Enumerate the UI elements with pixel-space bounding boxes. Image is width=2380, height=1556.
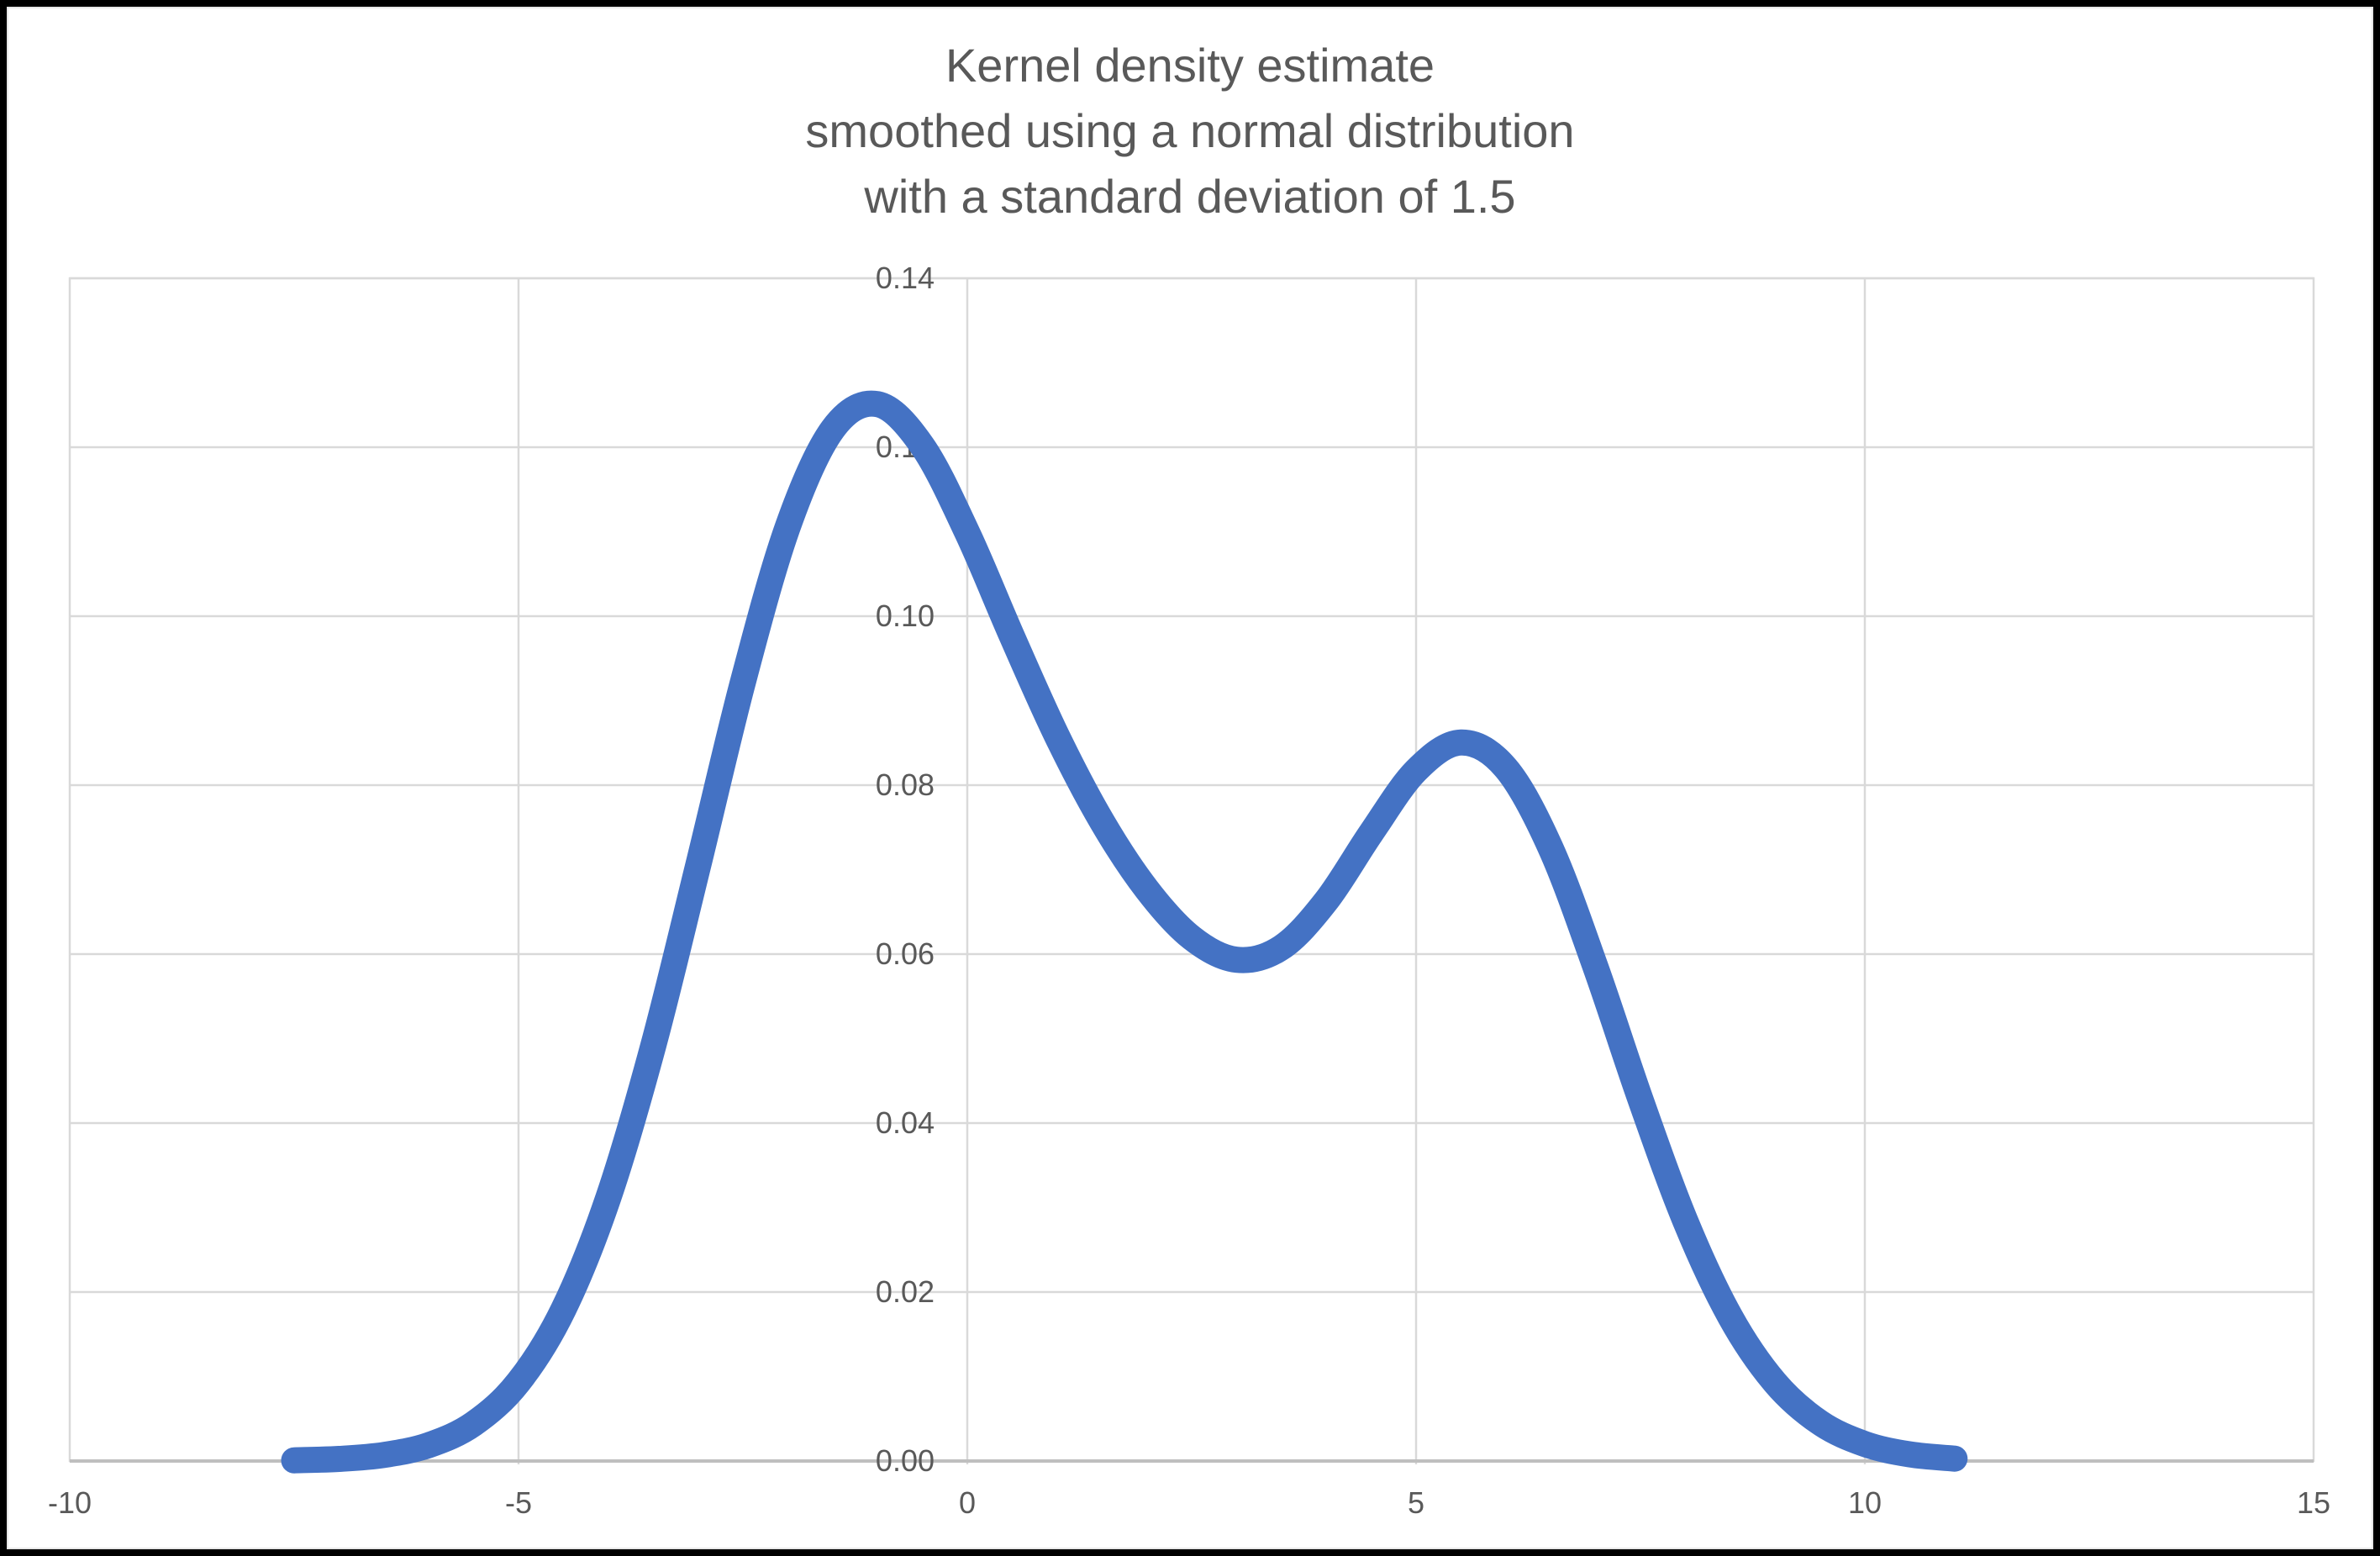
y-tick-label: 0.04 <box>876 1105 935 1140</box>
kde-curve <box>281 390 1968 1474</box>
y-tick-label: 0.02 <box>876 1274 935 1309</box>
x-tick-label: 10 <box>1848 1485 1882 1520</box>
chart-title-line-1: Kernel density estimate <box>945 39 1435 92</box>
y-tick-label: 0.10 <box>876 599 935 633</box>
plot-border <box>68 277 2315 1463</box>
x-tick-label: 15 <box>2297 1485 2330 1520</box>
y-tick-label: 0.06 <box>876 936 935 971</box>
x-tick-label: -10 <box>48 1485 92 1520</box>
chart-title-line-2: smoothed using a normal distribution <box>805 104 1575 157</box>
y-tick-label: 0.14 <box>876 261 935 295</box>
y-tick-label: 0.08 <box>876 767 935 802</box>
x-tick-label: -5 <box>505 1485 532 1520</box>
x-tick-label: 0 <box>959 1485 976 1520</box>
x-tick-label: 5 <box>1408 1485 1424 1520</box>
chart-title-line-3: with a standard deviation of 1.5 <box>864 170 1516 223</box>
chart-title: Kernel density estimate smoothed using a… <box>0 33 2380 229</box>
y-tick-label: 0.00 <box>876 1443 935 1478</box>
